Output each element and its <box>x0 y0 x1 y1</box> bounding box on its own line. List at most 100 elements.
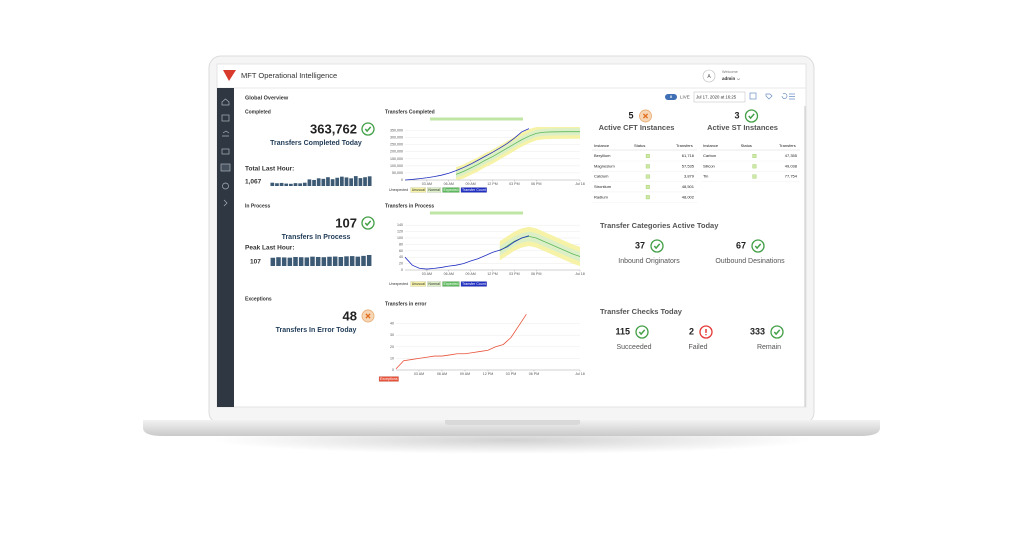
status-chip <box>752 164 757 169</box>
icon-check <box>748 113 755 120</box>
laptop-notch <box>445 420 580 425</box>
x-tick-label: 06 PM <box>529 372 539 376</box>
instance-transfers: 48,002 <box>682 194 695 199</box>
progress-bar <box>430 117 523 121</box>
date-picker[interactable] <box>693 91 746 103</box>
y-tick-label: 200,000 <box>390 150 403 154</box>
x-tick-label: 12 PM <box>487 272 497 276</box>
x-tick-label: 09 AM <box>460 372 470 376</box>
x-tick-label: 12 PM <box>483 372 493 376</box>
y-tick-label: 150,000 <box>390 157 403 161</box>
spark-bar <box>279 182 284 186</box>
nav-alerts[interactable] <box>222 182 229 190</box>
menu-button[interactable] <box>789 93 795 100</box>
icon-check <box>773 329 781 336</box>
spark-bar <box>344 256 349 266</box>
tile-value: 67 <box>736 240 746 250</box>
spark-bar <box>335 177 340 186</box>
live-toggle[interactable] <box>665 94 677 100</box>
legend-item[interactable]: Exceptions <box>378 376 399 382</box>
status-chip <box>752 174 757 179</box>
legend-item[interactable]: Transfer Count <box>460 281 487 287</box>
instance-count: 3 <box>734 110 739 120</box>
instance-name: Beryllium <box>594 153 611 158</box>
status-icon-ok <box>650 239 664 253</box>
instance-transfers: 61,716 <box>682 153 695 158</box>
y-tick-label: 140 <box>397 223 403 227</box>
calendar-button[interactable] <box>749 92 757 100</box>
instance-transfers: 57,535 <box>682 163 695 168</box>
kpi-label: Transfers In Process <box>282 234 351 241</box>
section-title: Exceptions <box>245 296 272 302</box>
x-tick-label: 06 PM <box>531 182 541 186</box>
status-chip <box>645 154 650 158</box>
legend-item[interactable]: Normal <box>427 187 442 193</box>
icon-check <box>364 220 372 227</box>
instance-transfers: 48,501 <box>682 184 695 189</box>
legend-item[interactable]: Normal <box>427 281 442 287</box>
y-tick-label: 120 <box>397 230 403 234</box>
legend-label: Normal <box>428 282 440 286</box>
user-name[interactable]: admin <box>722 76 736 81</box>
legend-item[interactable]: Unusual <box>410 187 426 193</box>
legend-label: Unexpected <box>389 188 408 192</box>
series-line <box>499 235 581 257</box>
legend-item[interactable]: Expected <box>442 187 460 193</box>
y-tick-label: 60 <box>399 249 403 253</box>
spark-bar <box>312 179 316 186</box>
legend-item[interactable]: Unexpected <box>388 187 410 193</box>
instance-count: 5 <box>628 110 633 120</box>
welcome: Welcome <box>722 70 738 74</box>
status-icon-ok <box>635 325 649 339</box>
x-tick-label: Jul 18 <box>575 272 585 276</box>
nav-tasks[interactable] <box>222 130 230 137</box>
y-tick-label: 350,000 <box>390 128 403 132</box>
sidebar-icons <box>220 98 231 207</box>
x-tick-label: Jul 18 <box>575 182 585 186</box>
nav-expand[interactable] <box>223 199 228 207</box>
avatar[interactable] <box>702 69 716 83</box>
legend-item[interactable]: Transfer Count <box>460 187 487 193</box>
y-tick-label: 100,000 <box>390 164 403 168</box>
y-tick-label: 20 <box>399 262 403 266</box>
spark-bar <box>316 178 321 186</box>
spark-bar <box>340 176 344 186</box>
legend-label: Transfer Count <box>462 188 486 192</box>
laptop-base <box>143 420 880 436</box>
legend-item[interactable]: Expected <box>442 281 460 287</box>
tag-button[interactable] <box>765 93 773 100</box>
status-icon-ok <box>770 325 784 339</box>
kpi-value: 363,762 <box>310 121 357 136</box>
status-icon-ok <box>744 109 759 123</box>
legend-label: Normal <box>428 188 440 192</box>
date-text: Jul 17, 2020 at 16:25 <box>696 94 737 99</box>
y-tick-label: 300,000 <box>390 136 403 140</box>
y-tick-label: 0 <box>401 178 403 182</box>
legend-item[interactable]: Unexpected <box>388 281 410 287</box>
instance-transfers: 47,355 <box>785 153 798 158</box>
status-icon-warning <box>361 309 375 323</box>
nav-overview[interactable] <box>220 163 231 172</box>
x-tick-label: 03 PM <box>509 272 519 276</box>
refresh-button[interactable] <box>781 93 788 99</box>
series-line <box>395 314 527 370</box>
progress-bar <box>430 211 523 215</box>
table-header: Status <box>634 143 645 148</box>
spark-bar <box>363 177 367 186</box>
instance-name: Carbon <box>703 153 716 158</box>
spark-bar <box>326 177 330 186</box>
nav-home[interactable] <box>221 98 230 106</box>
chart-title: Transfers in Process <box>385 203 434 209</box>
x-tick-label: 06 AM <box>444 272 454 276</box>
logo <box>223 70 236 81</box>
spark-bar <box>338 256 344 266</box>
nav-monitor[interactable] <box>221 148 230 155</box>
table-header: Instance <box>703 143 719 148</box>
spark-bar <box>270 182 275 186</box>
legend-item[interactable]: Unusual <box>410 281 426 287</box>
spark-bar <box>298 183 302 186</box>
instance-title: Active CFT Instances <box>599 123 675 132</box>
x-tick-label: 03 PM <box>506 372 516 376</box>
nav-reports[interactable] <box>221 114 230 122</box>
instance-name: Magnesium <box>594 163 615 168</box>
